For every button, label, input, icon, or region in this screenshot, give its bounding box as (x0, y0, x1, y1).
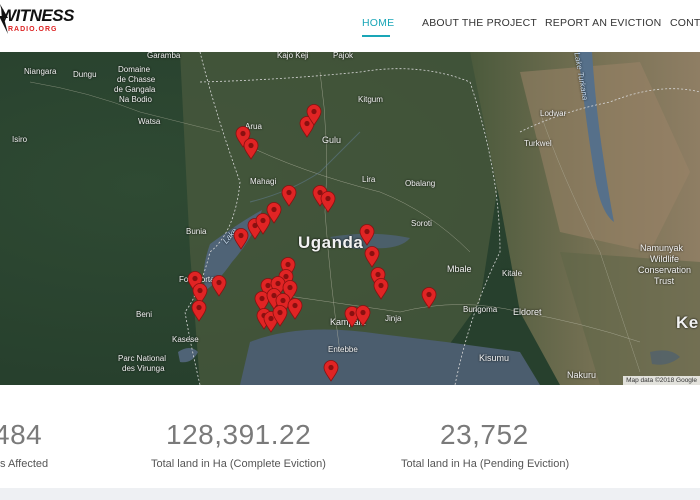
map-label: Jinja (385, 314, 402, 323)
nav-active-indicator (362, 35, 390, 37)
map-label: Parc National (118, 354, 167, 363)
map-label: Beni (136, 310, 153, 319)
map-label: Nakuru (567, 370, 597, 380)
map-label: Watsa (138, 117, 161, 126)
map-label: Wildlife (650, 254, 680, 264)
map-label: Bunia (186, 227, 207, 236)
logo-text: WITNESS (0, 6, 74, 25)
site-logo[interactable]: WITNESS RADIO.ORG (0, 4, 78, 40)
map-pin-icon[interactable] (255, 213, 271, 235)
map-pin-icon[interactable] (266, 202, 282, 224)
stats-section: 484 s Affected 128,391.22 Total land in … (0, 385, 700, 500)
map-label: Bungoma (463, 305, 498, 314)
map-pin-icon[interactable] (320, 191, 336, 213)
footer-strip (0, 488, 700, 500)
map-attribution: Map data ©2018 Google (623, 376, 700, 385)
nav-home[interactable]: HOME (362, 17, 395, 29)
map-pin-icon[interactable] (323, 360, 339, 382)
nav-contact[interactable]: CONTA (670, 17, 700, 29)
map-pin-icon[interactable] (355, 305, 371, 327)
stat-value-affected: 484 (0, 419, 43, 450)
map-label: Turkwel (524, 139, 552, 148)
logo-mark-icon (0, 4, 8, 34)
map-pin-icon[interactable] (373, 278, 389, 300)
map-pin-icon[interactable] (243, 138, 259, 160)
map-pin-icon[interactable] (211, 275, 227, 297)
map-label: Kitgum (358, 95, 383, 104)
map-label: Gulu (322, 135, 342, 145)
map-label: Kitale (502, 269, 523, 278)
map-pin-icon[interactable] (364, 246, 380, 268)
map-label: Isiro (12, 135, 28, 144)
map-label: Garamba (147, 52, 181, 60)
stat-value-complete-eviction: 128,391.22 (166, 419, 312, 450)
map-label: Eldoret (513, 307, 542, 317)
map-label: Conservation (638, 265, 692, 275)
eviction-map[interactable]: Garamba Niangara Dungu Domaine de Chasse… (0, 52, 700, 385)
site-header: WITNESS RADIO.ORG HOME ABOUT THE PROJECT… (0, 0, 700, 52)
map-pin-icon[interactable] (191, 300, 207, 322)
map-label: Lodwar (540, 109, 567, 118)
logo-subtext: RADIO.ORG (8, 26, 58, 33)
map-label: Niangara (24, 67, 57, 76)
map-label: Lira (362, 175, 376, 184)
map-pin-icon[interactable] (281, 185, 297, 207)
map-label: Trust (654, 276, 675, 286)
map-label: Domaine (118, 65, 151, 74)
map-pin-icon[interactable] (272, 305, 288, 327)
stat-value-pending-eviction: 23,752 (440, 419, 529, 450)
map-pin-icon[interactable] (421, 287, 437, 309)
map-label: Ke (676, 313, 699, 332)
map-label: Kasese (172, 335, 199, 344)
map-label: Pajok (333, 52, 354, 60)
nav-report-an-eviction[interactable]: REPORT AN EVICTION (545, 17, 662, 29)
map-pin-icon[interactable] (306, 104, 322, 126)
map-pin-icon[interactable] (282, 280, 298, 302)
map-pin-icon[interactable] (192, 283, 208, 305)
map-pin-icon[interactable] (299, 116, 315, 138)
map-label: Arua (245, 122, 262, 131)
map-label: Obalang (405, 179, 436, 188)
map-pin-icon[interactable] (254, 291, 270, 313)
map-label: Kisumu (479, 353, 510, 363)
map-label: Mahagi (250, 177, 277, 186)
stat-label-pending-eviction: Total land in Ha (Pending Eviction) (401, 458, 570, 470)
map-label: Namunyak (640, 243, 684, 253)
stat-label-affected: s Affected (0, 458, 49, 470)
map-pin-icon[interactable] (233, 228, 249, 250)
map-label-country: Uganda (298, 233, 364, 252)
map-label: Mbale (447, 264, 472, 274)
map-pin-icon[interactable] (280, 257, 296, 279)
map-label: Soroti (411, 219, 432, 228)
map-terrain (0, 52, 700, 385)
map-pin-icon[interactable] (344, 306, 360, 328)
map-label: des Virunga (122, 364, 165, 373)
map-label: Dungu (73, 70, 97, 79)
nav-about-the-project[interactable]: ABOUT THE PROJECT (422, 17, 538, 29)
map-label: Na Bodio (119, 95, 152, 104)
map-label: Kajo Keji (277, 52, 309, 60)
map-pin-icon[interactable] (359, 224, 375, 246)
map-pin-icon[interactable] (287, 298, 303, 320)
map-label: de Chasse (117, 75, 156, 84)
map-label: Entebbe (328, 345, 358, 354)
map-label: de Gangala (114, 85, 156, 94)
map-label: Kampala (330, 317, 366, 327)
stat-label-complete-eviction: Total land in Ha (Complete Eviction) (151, 458, 326, 470)
